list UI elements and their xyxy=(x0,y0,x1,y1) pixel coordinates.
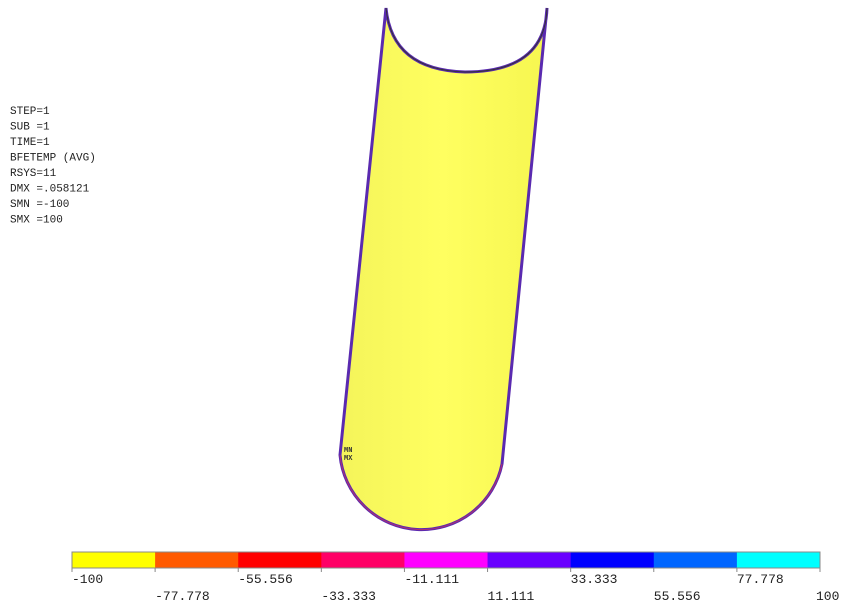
info-block: STEP=1 SUB =1 TIME=1 BFETEMP (AVG) RSYS=11 DM… xyxy=(10,106,96,227)
legend-label: 77.778 xyxy=(737,572,784,587)
info-line: STEP=1 xyxy=(10,106,50,118)
info-line: SUB =1 xyxy=(10,122,50,134)
legend-swatch xyxy=(404,552,488,568)
tube-body xyxy=(340,8,547,530)
legend: -100 -77.778 -55.556 -33.333 -11.111 11.111 33… xyxy=(72,552,839,604)
legend-swatch xyxy=(155,552,239,568)
legend-swatch xyxy=(571,552,655,568)
legend-swatch xyxy=(737,552,821,568)
info-line: SMN =-100 xyxy=(10,199,69,211)
tube xyxy=(340,8,547,530)
info-line: DMX =.058121 xyxy=(10,184,90,196)
legend-label: -77.778 xyxy=(155,589,210,604)
legend-label: -100 xyxy=(72,572,103,587)
legend-label: -33.333 xyxy=(321,589,376,604)
legend-swatch xyxy=(321,552,405,568)
legend-label: 100 xyxy=(816,589,839,604)
legend-label: 55.556 xyxy=(654,589,701,604)
info-line: BFETEMP (AVG) xyxy=(10,153,96,165)
page: {"info": ["STEP=1", "SUB =1", "TIME=1", … xyxy=(0,0,854,609)
legend-label: -55.556 xyxy=(238,572,293,587)
legend-swatch xyxy=(654,552,738,568)
legend-swatch xyxy=(72,552,156,568)
legend-label: 33.333 xyxy=(571,572,618,587)
max-marker: MX xyxy=(344,455,353,463)
min-marker: MN xyxy=(344,447,352,455)
info-line: RSYS=11 xyxy=(10,168,57,180)
info-line: SMX =100 xyxy=(10,215,63,227)
legend-swatch xyxy=(488,552,572,568)
legend-label: -11.111 xyxy=(404,572,459,587)
legend-label: 11.111 xyxy=(488,589,535,604)
legend-swatch xyxy=(238,552,322,568)
plot: MN MX STEP=1 SUB =1 TIME=1 BFETEMP (AVG) RSY… xyxy=(0,0,854,609)
info-line: TIME=1 xyxy=(10,137,50,149)
